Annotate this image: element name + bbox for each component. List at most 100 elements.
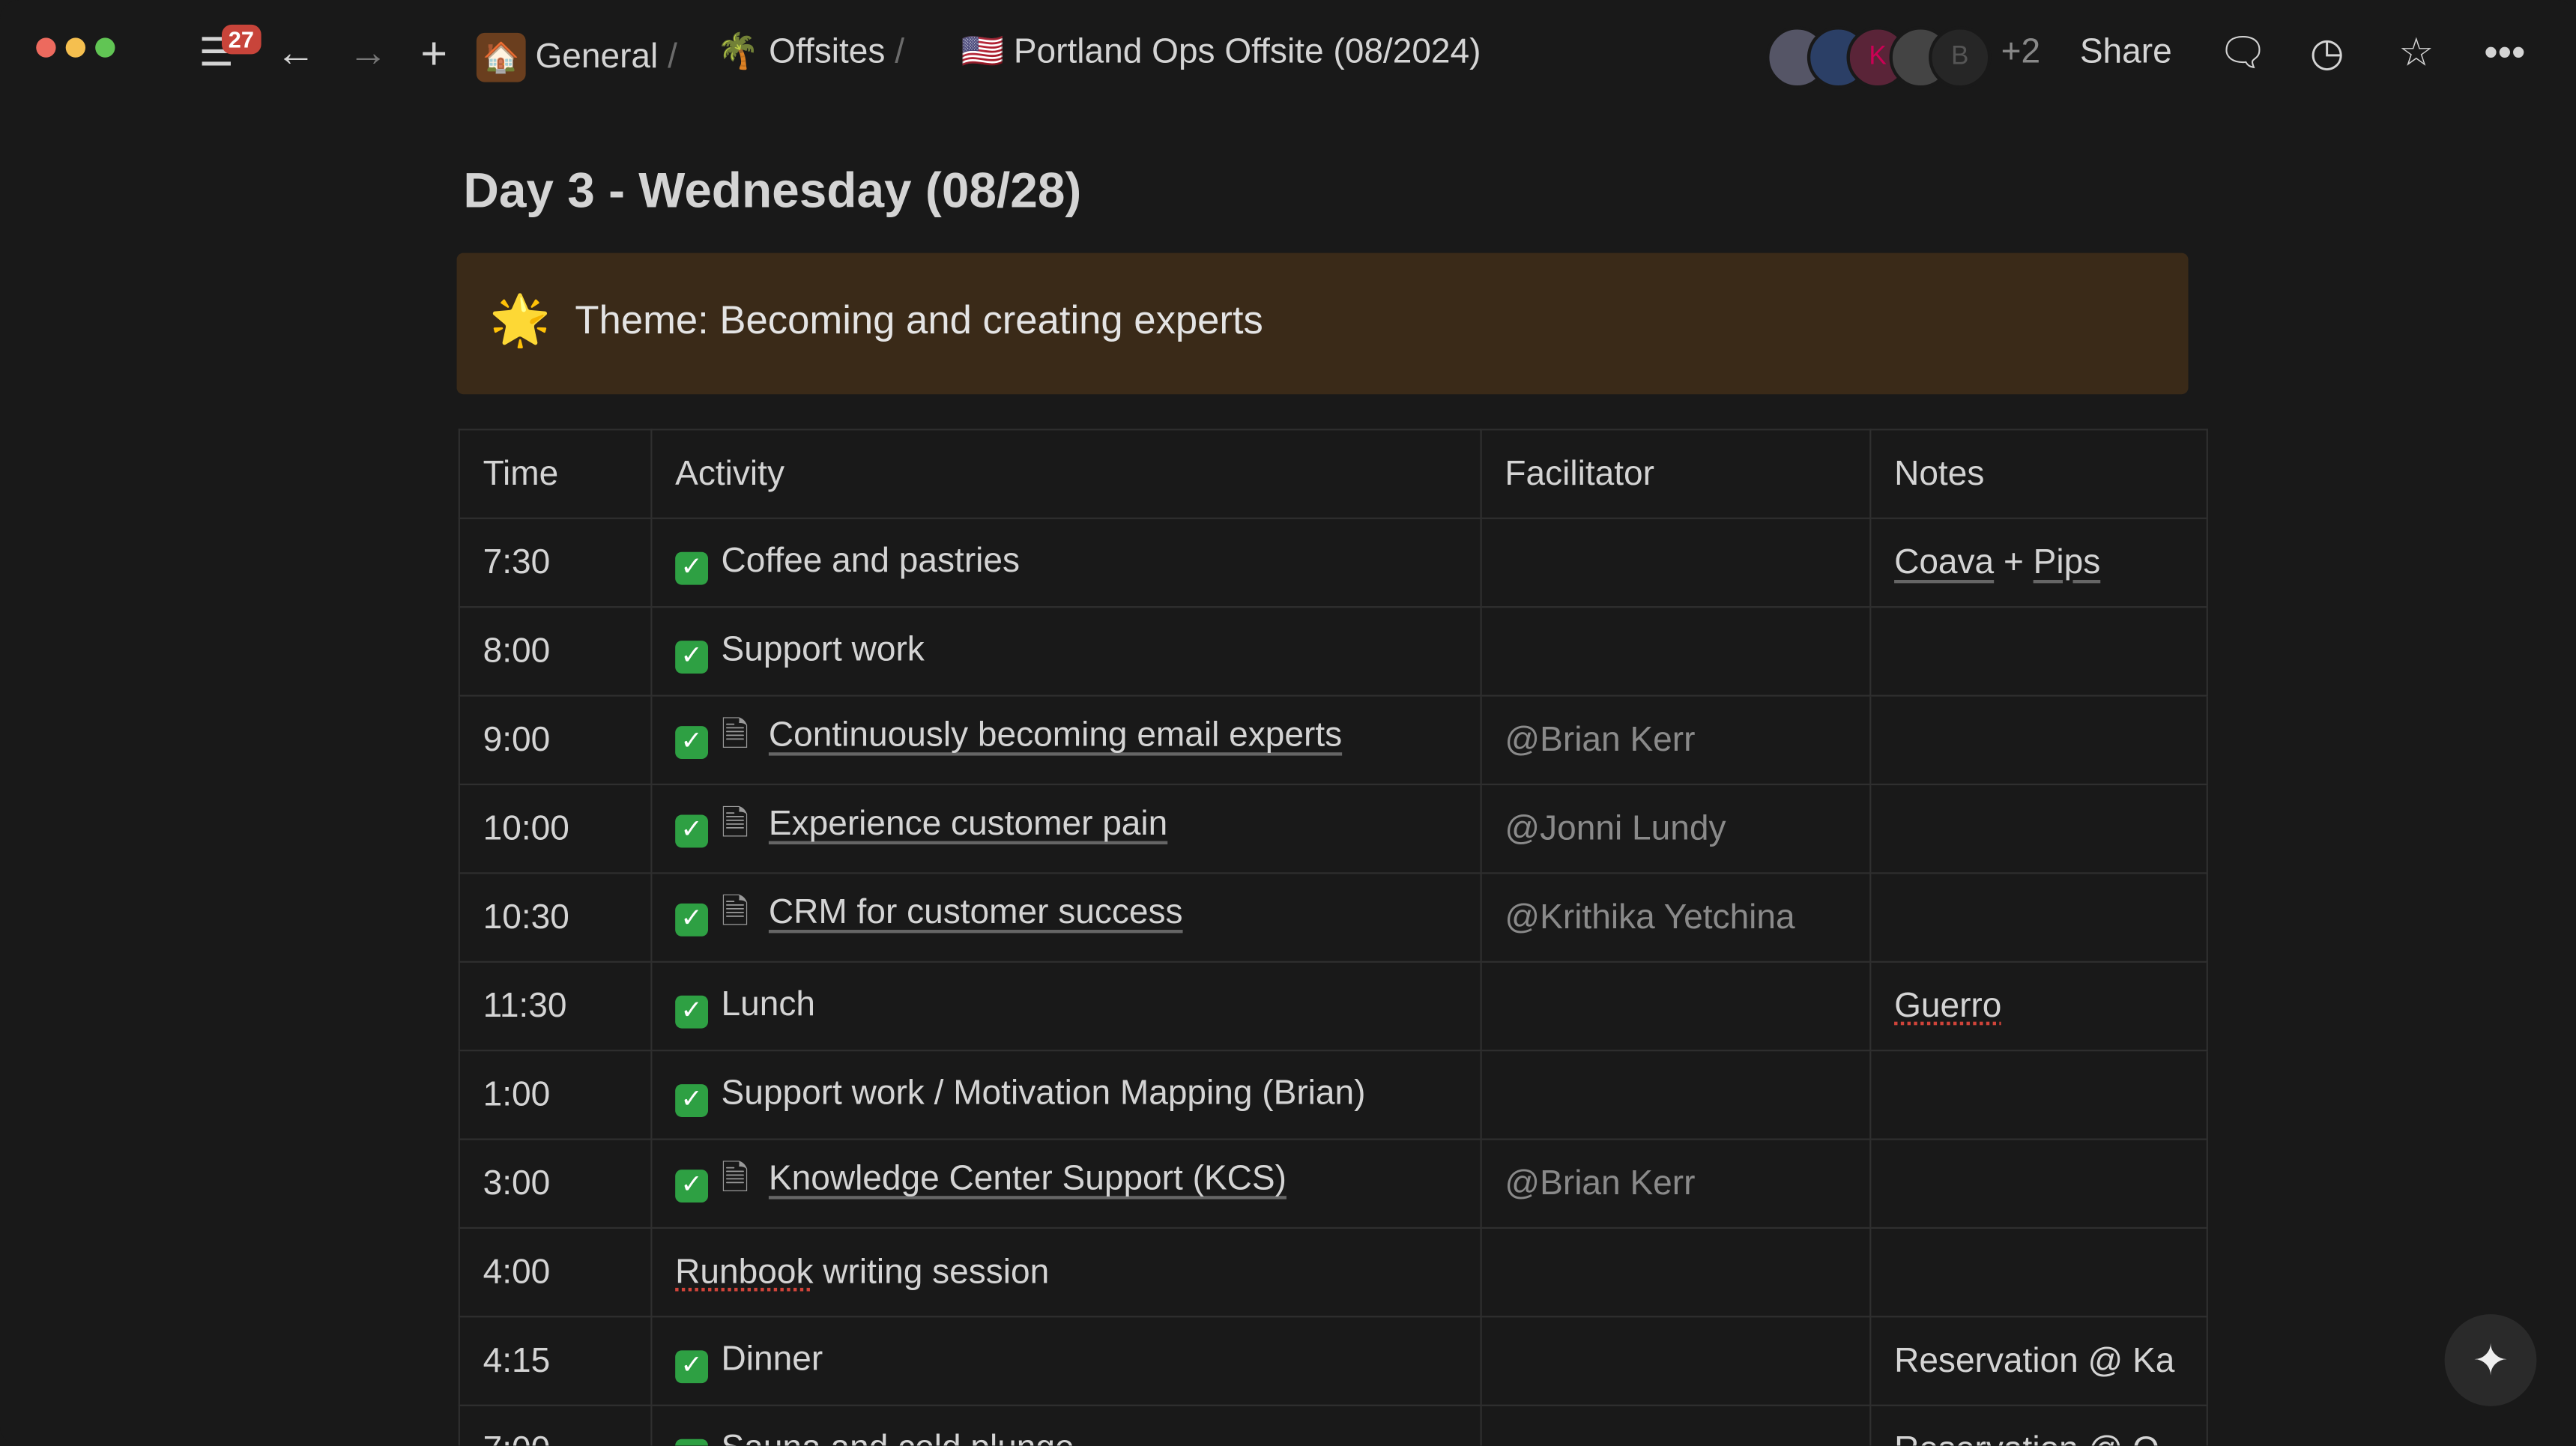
time-cell[interactable]: 4:00: [458, 1226, 653, 1318]
time-cell[interactable]: 1:00: [458, 1050, 653, 1140]
activity-text: Coffee and pastries: [721, 541, 1021, 579]
facilitator-cell[interactable]: [1480, 1316, 1872, 1406]
close-window-button[interactable]: [36, 37, 56, 58]
activity-cell[interactable]: ✓ Support work: [650, 606, 1482, 697]
activity-cell[interactable]: ✓ Dinner: [650, 1316, 1482, 1406]
maximize-window-button[interactable]: [95, 37, 115, 58]
facilitator-cell[interactable]: @Brian Kerr: [1480, 695, 1872, 786]
activity-text[interactable]: Knowledge Center Support (KCS): [768, 1159, 1287, 1198]
more-options-icon[interactable]: •••: [2484, 31, 2526, 76]
facilitator-cell[interactable]: @Brian Kerr: [1480, 1138, 1872, 1229]
us-flag-icon: 🇺🇸: [961, 32, 1005, 71]
schedule-table: Time Activity Facilitator Notes 7:30 ✓ Cof…: [458, 429, 2208, 1446]
time-cell[interactable]: 11:30: [458, 961, 653, 1052]
time-cell[interactable]: 7:30: [458, 517, 653, 608]
time-cell[interactable]: 3:00: [458, 1138, 653, 1229]
table-row: 1:00 ✓ Support work / Motivation Mapping (…: [458, 1050, 2208, 1140]
palm-tree-icon: 🌴: [716, 32, 760, 71]
facilitator-cell[interactable]: [1480, 961, 1872, 1052]
star-icon: 🌟: [489, 294, 551, 348]
header-activity[interactable]: Activity: [650, 429, 1482, 519]
document-icon: 🗎: [721, 716, 749, 754]
time-cell[interactable]: 10:30: [458, 872, 653, 963]
theme-callout: 🌟 Theme: Becoming and creating experts: [456, 252, 2189, 395]
facilitator-cell[interactable]: [1480, 1226, 1872, 1318]
history-clock-icon[interactable]: ◷: [2309, 31, 2344, 76]
activity-cell[interactable]: ✓ Lunch: [650, 961, 1482, 1052]
notes-cell[interactable]: [1869, 1050, 2208, 1140]
new-page-plus-icon[interactable]: +: [420, 28, 448, 79]
notes-cell[interactable]: Reservation @ Q: [1869, 1404, 2208, 1446]
header-time[interactable]: Time: [458, 429, 653, 519]
activity-cell[interactable]: Runbook writing session: [650, 1226, 1482, 1318]
callout-text: Theme: Becoming and creating experts: [575, 299, 1263, 344]
checkmark-icon: ✓: [675, 903, 709, 937]
activity-text: Lunch: [721, 984, 816, 1023]
activity-cell[interactable]: ✓ 🗎 CRM for customer success: [650, 872, 1482, 963]
home-icon: 🏠: [476, 32, 526, 82]
table-row: 4:15 ✓ Dinner Reservation @ Ka: [458, 1316, 2208, 1406]
notes-cell[interactable]: [1869, 1226, 2208, 1318]
notes-cell[interactable]: [1869, 606, 2208, 697]
activity-cell[interactable]: ✓ Coffee and pastries: [650, 517, 1482, 608]
checkmark-icon: ✓: [675, 726, 709, 759]
table-row: 11:30 ✓ Lunch Guerro: [458, 961, 2208, 1052]
activity-text[interactable]: Experience customer pain: [768, 805, 1168, 843]
time-cell[interactable]: 8:00: [458, 606, 653, 697]
breadcrumb-general[interactable]: 🏠 General /: [476, 32, 677, 82]
table-header-row: Time Activity Facilitator Notes: [458, 429, 2208, 519]
activity-cell[interactable]: ✓ 🗎 Experience customer pain: [650, 783, 1482, 874]
note-text[interactable]: Pips: [2033, 542, 2101, 581]
table-row: 9:00 ✓ 🗎 Continuously becoming email expert…: [458, 695, 2208, 786]
activity-text: Support work / Motivation Mapping (Brian…: [721, 1073, 1366, 1112]
time-cell[interactable]: 9:00: [458, 695, 653, 786]
activity-text[interactable]: Continuously becoming email experts: [768, 716, 1343, 754]
share-button[interactable]: Share: [2079, 32, 2172, 71]
note-text: Reservation @ Ka: [1894, 1341, 2175, 1379]
breadcrumb-offsites[interactable]: 🌴 Offsites /: [716, 32, 905, 71]
facilitator-cell[interactable]: [1480, 517, 1872, 608]
activity-cell[interactable]: ✓ 🗎 Continuously becoming email experts: [650, 695, 1482, 786]
time-cell[interactable]: 10:00: [458, 783, 653, 874]
header-facilitator[interactable]: Facilitator: [1480, 429, 1872, 519]
header-notes[interactable]: Notes: [1869, 429, 2208, 519]
note-text[interactable]: Coava: [1894, 542, 1995, 581]
back-arrow-icon[interactable]: ←: [276, 31, 315, 76]
activity-cell[interactable]: ✓ Support work / Motivation Mapping (Bria…: [650, 1050, 1482, 1140]
activity-cell[interactable]: ✓ 🗎 Knowledge Center Support (KCS): [650, 1138, 1482, 1229]
facilitator-cell[interactable]: [1480, 606, 1872, 697]
ai-assistant-button[interactable]: ✦: [2444, 1314, 2537, 1406]
breadcrumb-portland-offsite[interactable]: 🇺🇸 Portland Ops Offsite (08/2024): [961, 32, 1481, 71]
facilitator-cell[interactable]: @Krithika Yetchina: [1480, 872, 1872, 963]
notes-cell[interactable]: Coava + Pips: [1869, 517, 2208, 608]
activity-text[interactable]: Runbook writing session: [675, 1252, 1050, 1291]
minimize-window-button[interactable]: [65, 37, 86, 58]
facilitator-cell[interactable]: [1480, 1404, 1872, 1446]
note-text: Reservation @ Q: [1894, 1430, 2159, 1446]
avatar[interactable]: B: [1929, 26, 1992, 89]
checkmark-icon: ✓: [675, 814, 709, 848]
more-collaborators-count[interactable]: +2: [2001, 32, 2041, 71]
table-row: 7:00 ✓ Sauna and cold plunge Reservation @ …: [458, 1404, 2208, 1446]
activity-text: Dinner: [721, 1340, 823, 1378]
notes-cell[interactable]: [1869, 695, 2208, 786]
comments-icon[interactable]: 🗨: [2218, 31, 2268, 76]
facilitator-cell[interactable]: @Jonni Lundy: [1480, 783, 1872, 874]
notes-cell[interactable]: Reservation @ Ka: [1869, 1316, 2208, 1406]
checkmark-icon: ✓: [675, 1438, 709, 1446]
favorite-star-icon[interactable]: ☆: [2398, 31, 2434, 76]
notes-cell[interactable]: [1869, 872, 2208, 963]
table-row: 7:30 ✓ Coffee and pastries Coava + Pips: [458, 517, 2208, 608]
activity-cell[interactable]: ✓ Sauna and cold plunge: [650, 1404, 1482, 1446]
time-cell[interactable]: 7:00: [458, 1404, 653, 1446]
notes-cell[interactable]: [1869, 783, 2208, 874]
checkmark-icon: ✓: [675, 1349, 709, 1383]
forward-arrow-icon[interactable]: →: [348, 31, 388, 76]
notes-cell[interactable]: [1869, 1138, 2208, 1229]
time-cell[interactable]: 4:15: [458, 1316, 653, 1406]
document-icon: 🗎: [721, 893, 749, 932]
facilitator-cell[interactable]: [1480, 1050, 1872, 1140]
notes-cell[interactable]: Guerro: [1869, 961, 2208, 1052]
activity-text[interactable]: CRM for customer success: [768, 893, 1183, 932]
